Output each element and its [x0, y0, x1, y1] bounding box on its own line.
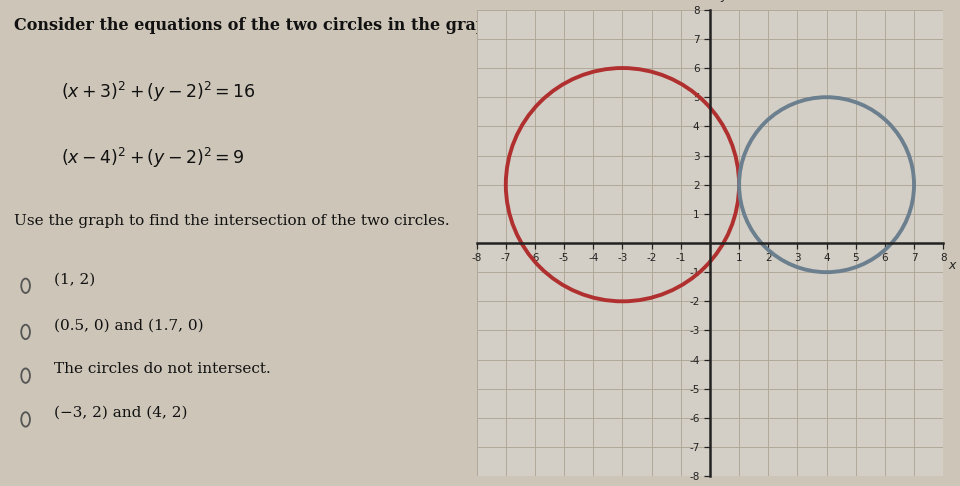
Text: $(x - 4)^2 + (y - 2)^2 = 9$: $(x - 4)^2 + (y - 2)^2 = 9$ [60, 146, 245, 170]
Text: (1, 2): (1, 2) [54, 272, 95, 286]
Text: $(x + 3)^2 + (y - 2)^2 = 16$: $(x + 3)^2 + (y - 2)^2 = 16$ [60, 80, 255, 104]
Text: y: y [720, 0, 728, 2]
Text: The circles do not intersect.: The circles do not intersect. [54, 362, 271, 376]
Text: (−3, 2) and (4, 2): (−3, 2) and (4, 2) [54, 406, 187, 420]
Text: (0.5, 0) and (1.7, 0): (0.5, 0) and (1.7, 0) [54, 318, 204, 332]
Text: Use the graph to find the intersection of the two circles.: Use the graph to find the intersection o… [14, 214, 449, 228]
Text: Consider the equations of the two circles in the graph.: Consider the equations of the two circle… [14, 17, 504, 34]
Text: x: x [948, 259, 955, 272]
